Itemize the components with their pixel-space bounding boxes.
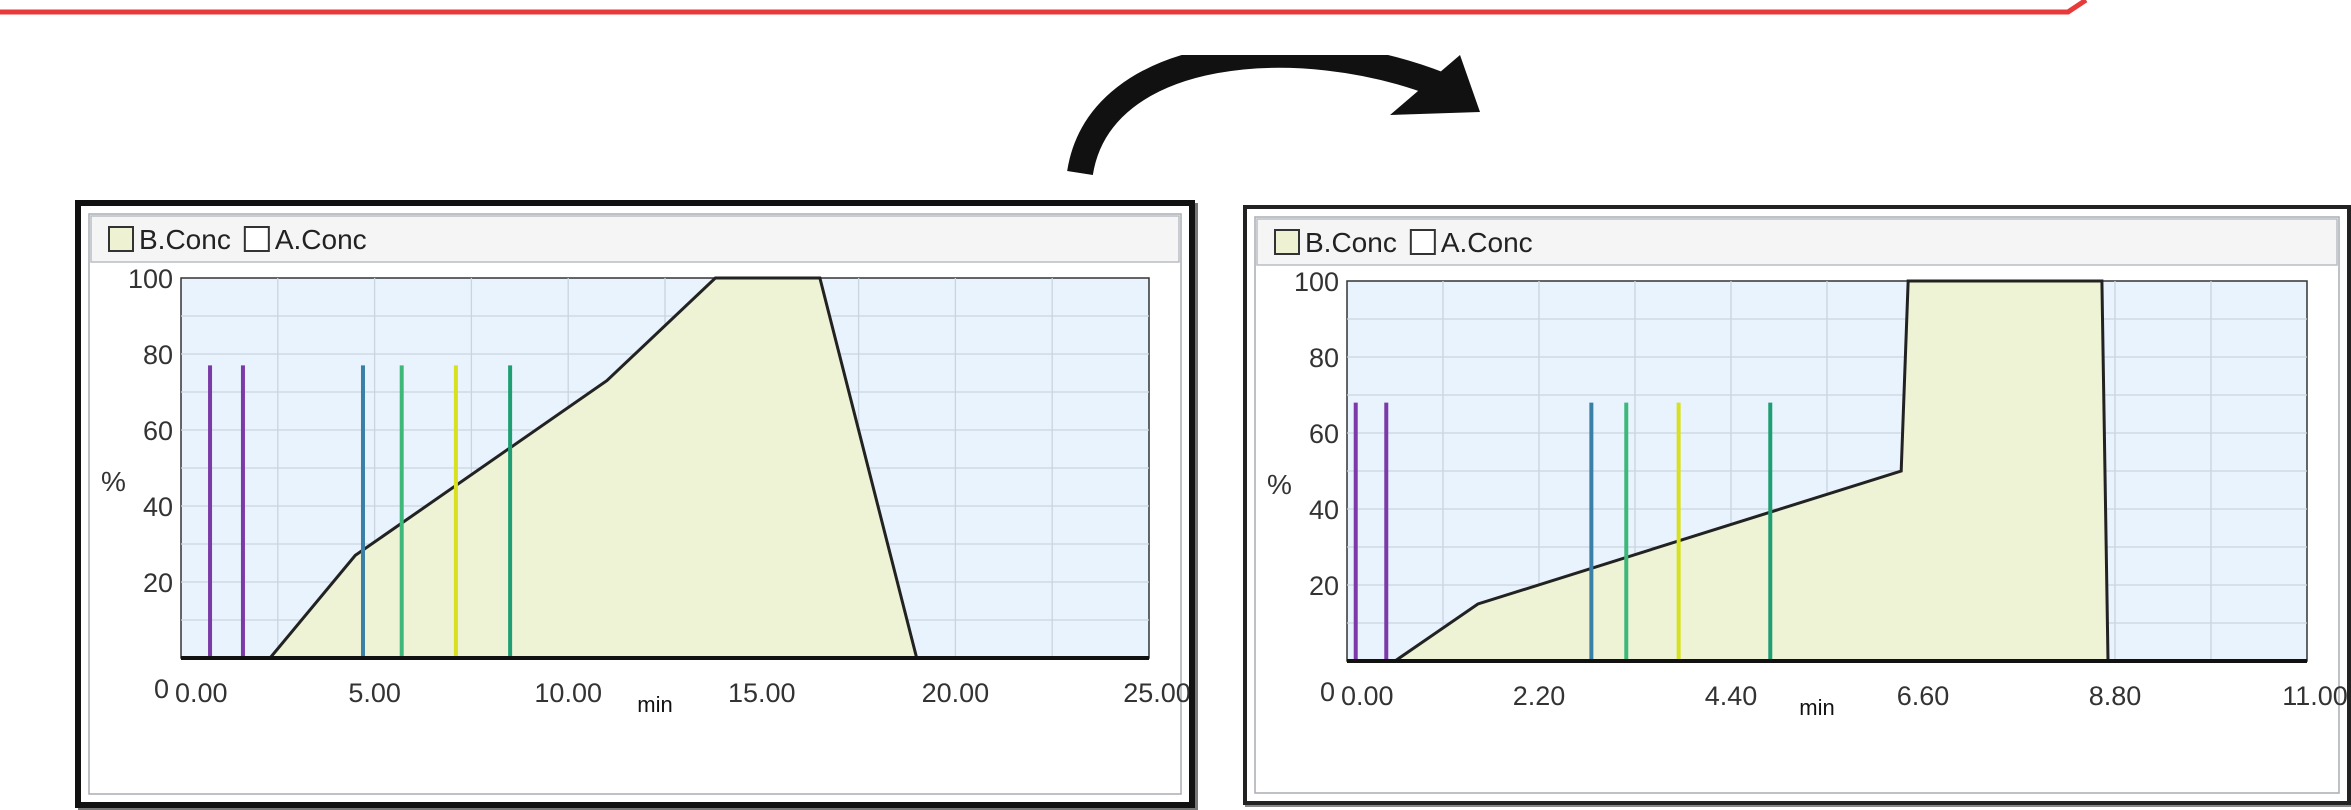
legend-bar — [90, 215, 1180, 263]
gradient-chart-left: B.Conc A.Conc 20 40 60 80 100 0 0.00 5.00 10.00 15.… — [88, 213, 1189, 795]
b-conc-line — [181, 276, 1149, 660]
chart-panel-right: B.Conc A.Conc 20 40 60 80 100 0 0.00 2.20 4.40 6.60… — [1243, 205, 2351, 805]
y-tick-label: 60 — [1309, 419, 1339, 449]
y-tick-label: 40 — [1309, 495, 1339, 525]
b-conc-area — [181, 278, 1149, 658]
x-tick-label: 5.00 — [348, 678, 401, 708]
legend-label-a-conc: A.Conc — [1441, 227, 1533, 258]
legend-label-a-conc: A.Conc — [275, 224, 367, 255]
legend-label-b-conc: B.Conc — [1305, 227, 1397, 258]
chart-panel-left: B.Conc A.Conc 20 40 60 80 100 0 0.00 5.00 10.00 15.… — [75, 200, 1195, 808]
x-axis-label: min — [1799, 695, 1834, 720]
x-tick-label: 20.00 — [922, 678, 990, 708]
y-tick-label: 0 — [154, 674, 169, 704]
legend-bar — [1256, 218, 2338, 266]
x-axis-label: min — [637, 692, 672, 717]
y-tick-label: 60 — [143, 416, 173, 446]
legend-swatch-a-conc[interactable] — [243, 226, 270, 252]
y-tick-label: 0 — [1320, 677, 1335, 707]
legend-swatch-a-conc[interactable] — [1409, 229, 1436, 255]
legend-swatch-b-conc[interactable] — [1274, 229, 1300, 255]
y-tick-label: 40 — [143, 492, 173, 522]
x-tick-label: 25.00 — [1123, 678, 1189, 708]
x-tick-label: 4.40 — [1705, 681, 1758, 711]
x-tick-label: 6.60 — [1897, 681, 1950, 711]
y-tick-label: 80 — [143, 340, 173, 370]
x-tick-label: 2.20 — [1513, 681, 1566, 711]
y-tick-label: 100 — [1294, 267, 1339, 297]
y-axis-label: % — [101, 466, 126, 497]
curved-arrow-icon — [1067, 55, 1480, 176]
x-tick-label: 15.00 — [728, 678, 796, 708]
x-tick-label: 0.00 — [175, 678, 228, 708]
x-tick-label: 10.00 — [534, 678, 602, 708]
y-tick-label: 20 — [1309, 571, 1339, 601]
red-divider-line — [0, 0, 2088, 15]
y-axis-label: % — [1267, 469, 1292, 500]
y-tick-label: 20 — [143, 568, 173, 598]
x-tick-label: 8.80 — [2089, 681, 2142, 711]
x-tick-label: 0.00 — [1341, 681, 1394, 711]
legend-swatch-b-conc[interactable] — [108, 226, 134, 252]
y-tick-label: 100 — [128, 264, 173, 294]
x-tick-label: 11.00 — [2282, 681, 2347, 711]
b-conc-area — [1347, 281, 2307, 661]
gradient-chart-right: B.Conc A.Conc 20 40 60 80 100 0 0.00 2.20 4.40 6.60… — [1254, 216, 2347, 794]
legend-label-b-conc: B.Conc — [139, 224, 231, 255]
y-tick-label: 80 — [1309, 343, 1339, 373]
